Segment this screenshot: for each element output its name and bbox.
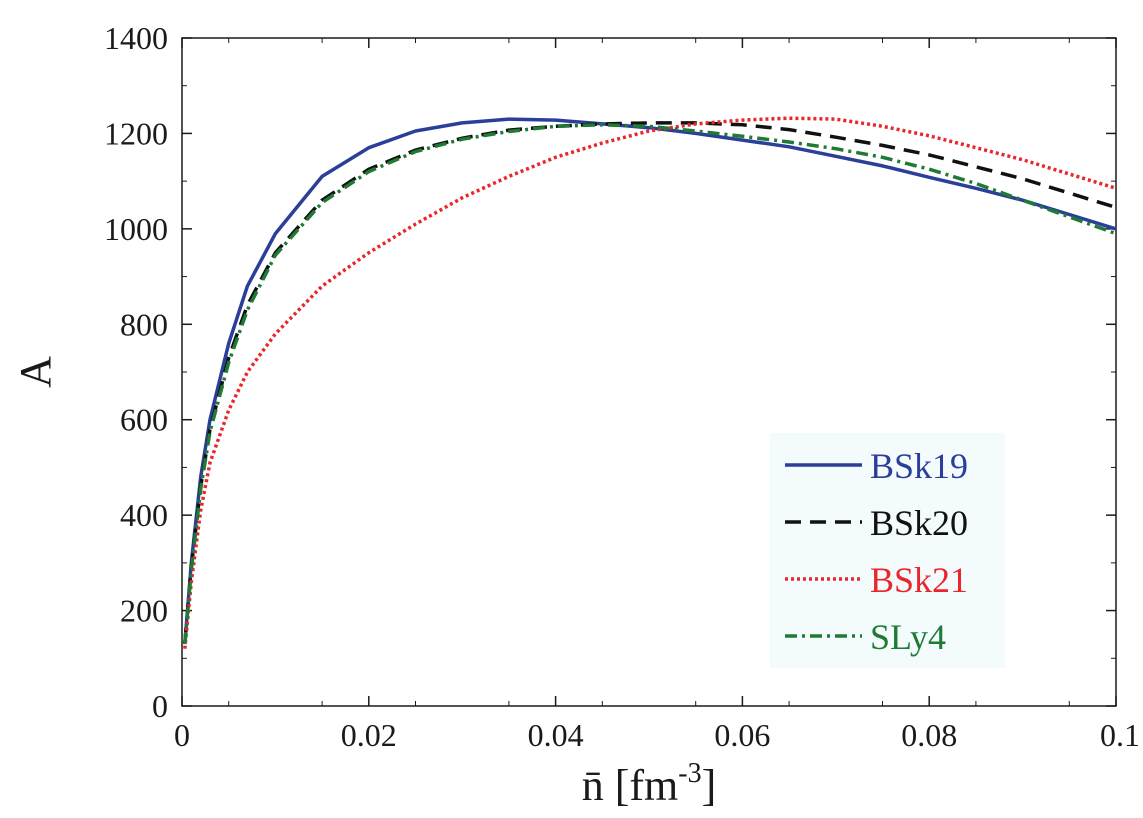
legend-label-bsk21: BSk21 bbox=[870, 560, 968, 600]
y-tick-label: 800 bbox=[120, 306, 168, 342]
legend-background bbox=[770, 433, 1005, 668]
y-axis-title: A bbox=[11, 356, 60, 388]
legend: BSk19 BSk20 BSk21 SLy4 bbox=[770, 433, 1005, 668]
x-tick-label: 0.08 bbox=[901, 717, 957, 753]
tick-labels: 0 0.02 0.04 0.06 0.08 0.1 0 200 400 600 800 1000 120… bbox=[104, 20, 1140, 753]
legend-label-bsk19: BSk19 bbox=[870, 446, 968, 486]
y-tick-label: 200 bbox=[120, 593, 168, 629]
x-axis-title: n̄ [fm-3] bbox=[582, 758, 717, 810]
x-tick-label: 0.1 bbox=[1100, 717, 1140, 753]
series-line-sly4 bbox=[183, 123, 1117, 645]
y-tick-label: 400 bbox=[120, 497, 168, 533]
y-tick-label: 1000 bbox=[104, 211, 168, 247]
legend-label-sly4: SLy4 bbox=[870, 617, 946, 657]
y-tick-label: 1200 bbox=[104, 115, 168, 151]
x-axis-title-close: ] bbox=[702, 761, 717, 810]
series-line-bsk19 bbox=[183, 117, 1117, 645]
series-line-bsk21 bbox=[183, 116, 1117, 649]
x-tick-label: 0.04 bbox=[528, 717, 584, 753]
y-tick-label: 600 bbox=[120, 402, 168, 438]
x-tick-label: 0 bbox=[174, 717, 190, 753]
legend-label-bsk20: BSk20 bbox=[870, 503, 968, 543]
y-tick-label: 1400 bbox=[104, 20, 168, 56]
x-tick-label: 0.06 bbox=[714, 717, 770, 753]
x-axis-title-main: n̄ [fm bbox=[582, 761, 679, 810]
series-lines bbox=[183, 116, 1117, 649]
y-tick-label: 0 bbox=[152, 688, 168, 724]
x-axis-title-sup: -3 bbox=[678, 758, 701, 789]
x-tick-label: 0.02 bbox=[341, 717, 397, 753]
series-line-bsk20 bbox=[183, 121, 1117, 645]
